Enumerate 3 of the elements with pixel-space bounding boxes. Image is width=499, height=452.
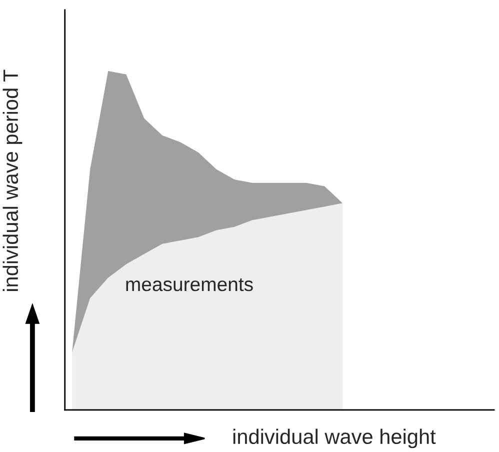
x-axis-title: individual wave height	[233, 428, 436, 448]
annotation: measurements	[126, 278, 253, 292]
y-axis-title: individual wave period T	[2, 70, 22, 291]
